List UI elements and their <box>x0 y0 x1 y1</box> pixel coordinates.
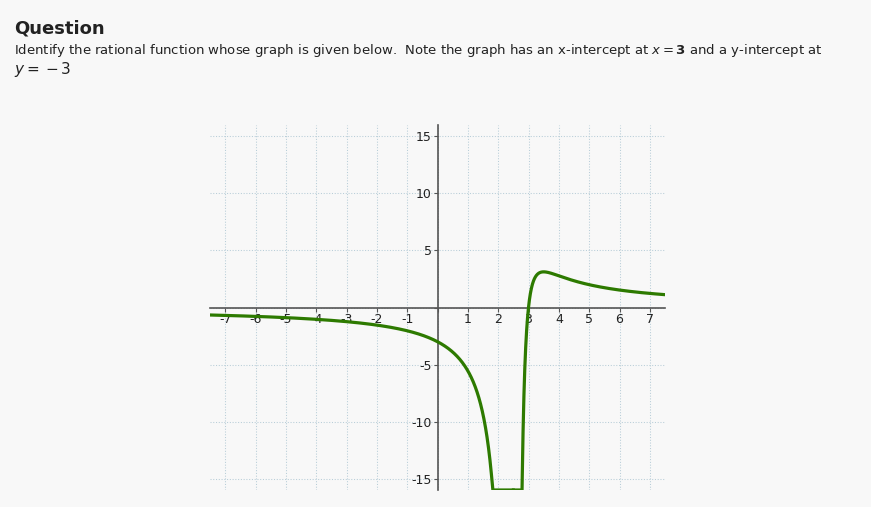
Text: $y = -3$: $y = -3$ <box>14 60 71 79</box>
Text: Question: Question <box>14 20 105 38</box>
Text: Identify the rational function whose graph is given below.  Note the graph has a: Identify the rational function whose gra… <box>14 42 822 59</box>
